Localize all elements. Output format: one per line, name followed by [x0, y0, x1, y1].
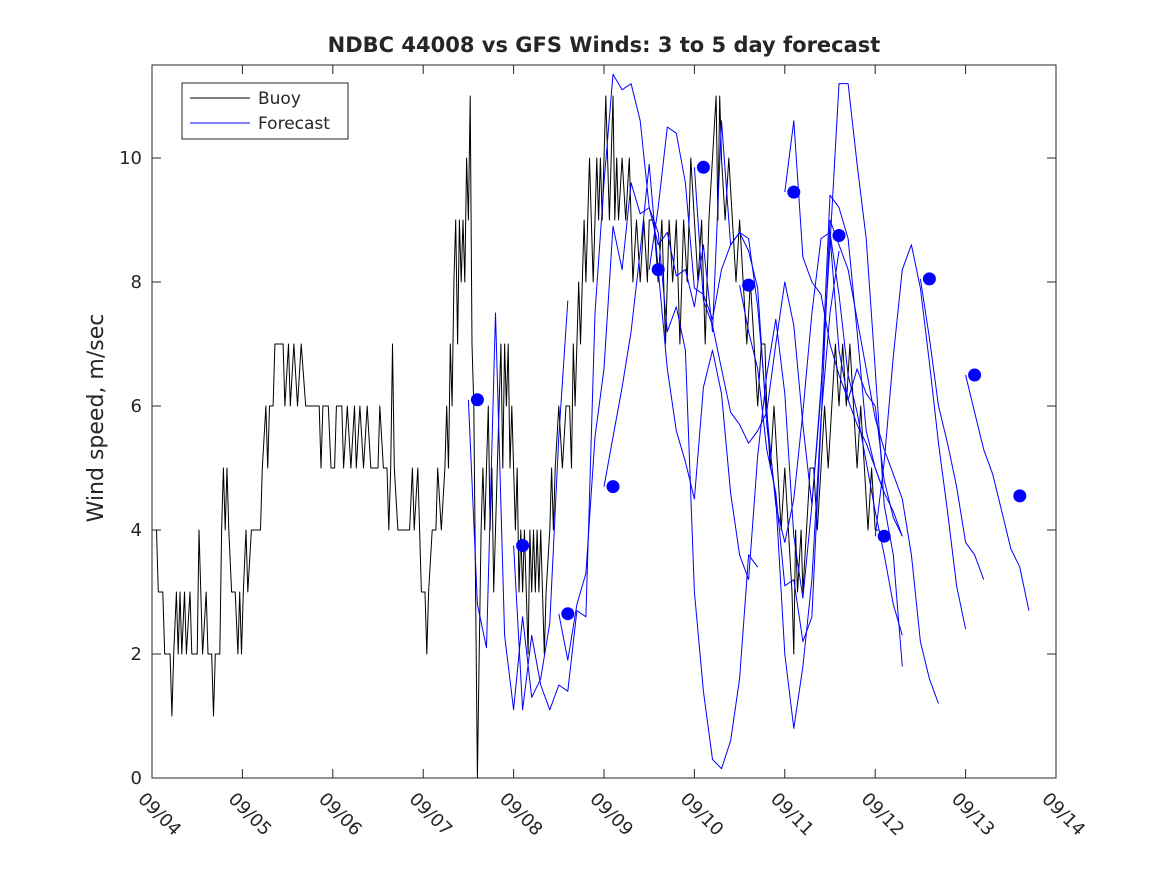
y-tick-label: 4	[131, 520, 142, 541]
series-line-forecast-11	[919, 278, 985, 580]
y-tick-label: 6	[131, 396, 142, 417]
series-line-forecast-12	[965, 374, 1030, 611]
legend-box	[181, 82, 349, 140]
forecast-marker-9	[832, 229, 846, 242]
legend-label-forecast: Forecast	[258, 114, 330, 134]
forecast-marker-5	[651, 263, 665, 277]
forecast-marker-11	[922, 272, 936, 286]
forecast-marker-13	[1013, 489, 1027, 503]
forecast-marker-6	[696, 160, 710, 174]
forecast-marker-3	[561, 607, 575, 621]
series-line-forecast-4	[603, 163, 903, 599]
forecast-marker-10	[877, 529, 891, 543]
legend: Buoy Forecast	[181, 82, 349, 140]
legend-label-buoy: Buoy	[258, 89, 301, 109]
y-tick-label: 2	[131, 644, 142, 665]
series-line-buoy	[152, 95, 879, 779]
y-tick-label: 10	[119, 148, 142, 169]
forecast-marker-2	[516, 539, 530, 552]
series-line-forecast-8	[784, 120, 885, 493]
forecast-marker-1	[470, 393, 484, 407]
series-line-forecast-9	[829, 235, 903, 537]
series-line-forecast-3	[558, 120, 840, 729]
series-line-forecast-6	[693, 83, 903, 667]
forecast-marker-4	[606, 480, 620, 494]
series-line-forecast-1	[467, 300, 569, 711]
series-line-forecast-5	[648, 126, 903, 636]
forecast-marker-12	[968, 368, 982, 382]
series-line-forecast-10	[874, 244, 967, 630]
forecast-marker-8	[787, 185, 801, 199]
forecast-marker-7	[742, 278, 756, 292]
y-tick-label: 8	[131, 272, 142, 293]
y-tick-label: 0	[131, 768, 142, 789]
series-line-forecast-7	[739, 219, 939, 704]
series-line-forecast-2	[513, 73, 759, 770]
y-axis-label: Wind speed, m/sec	[84, 314, 109, 523]
chart-title: NDBC 44008 vs GFS Winds: 3 to 5 day fore…	[328, 33, 881, 57]
